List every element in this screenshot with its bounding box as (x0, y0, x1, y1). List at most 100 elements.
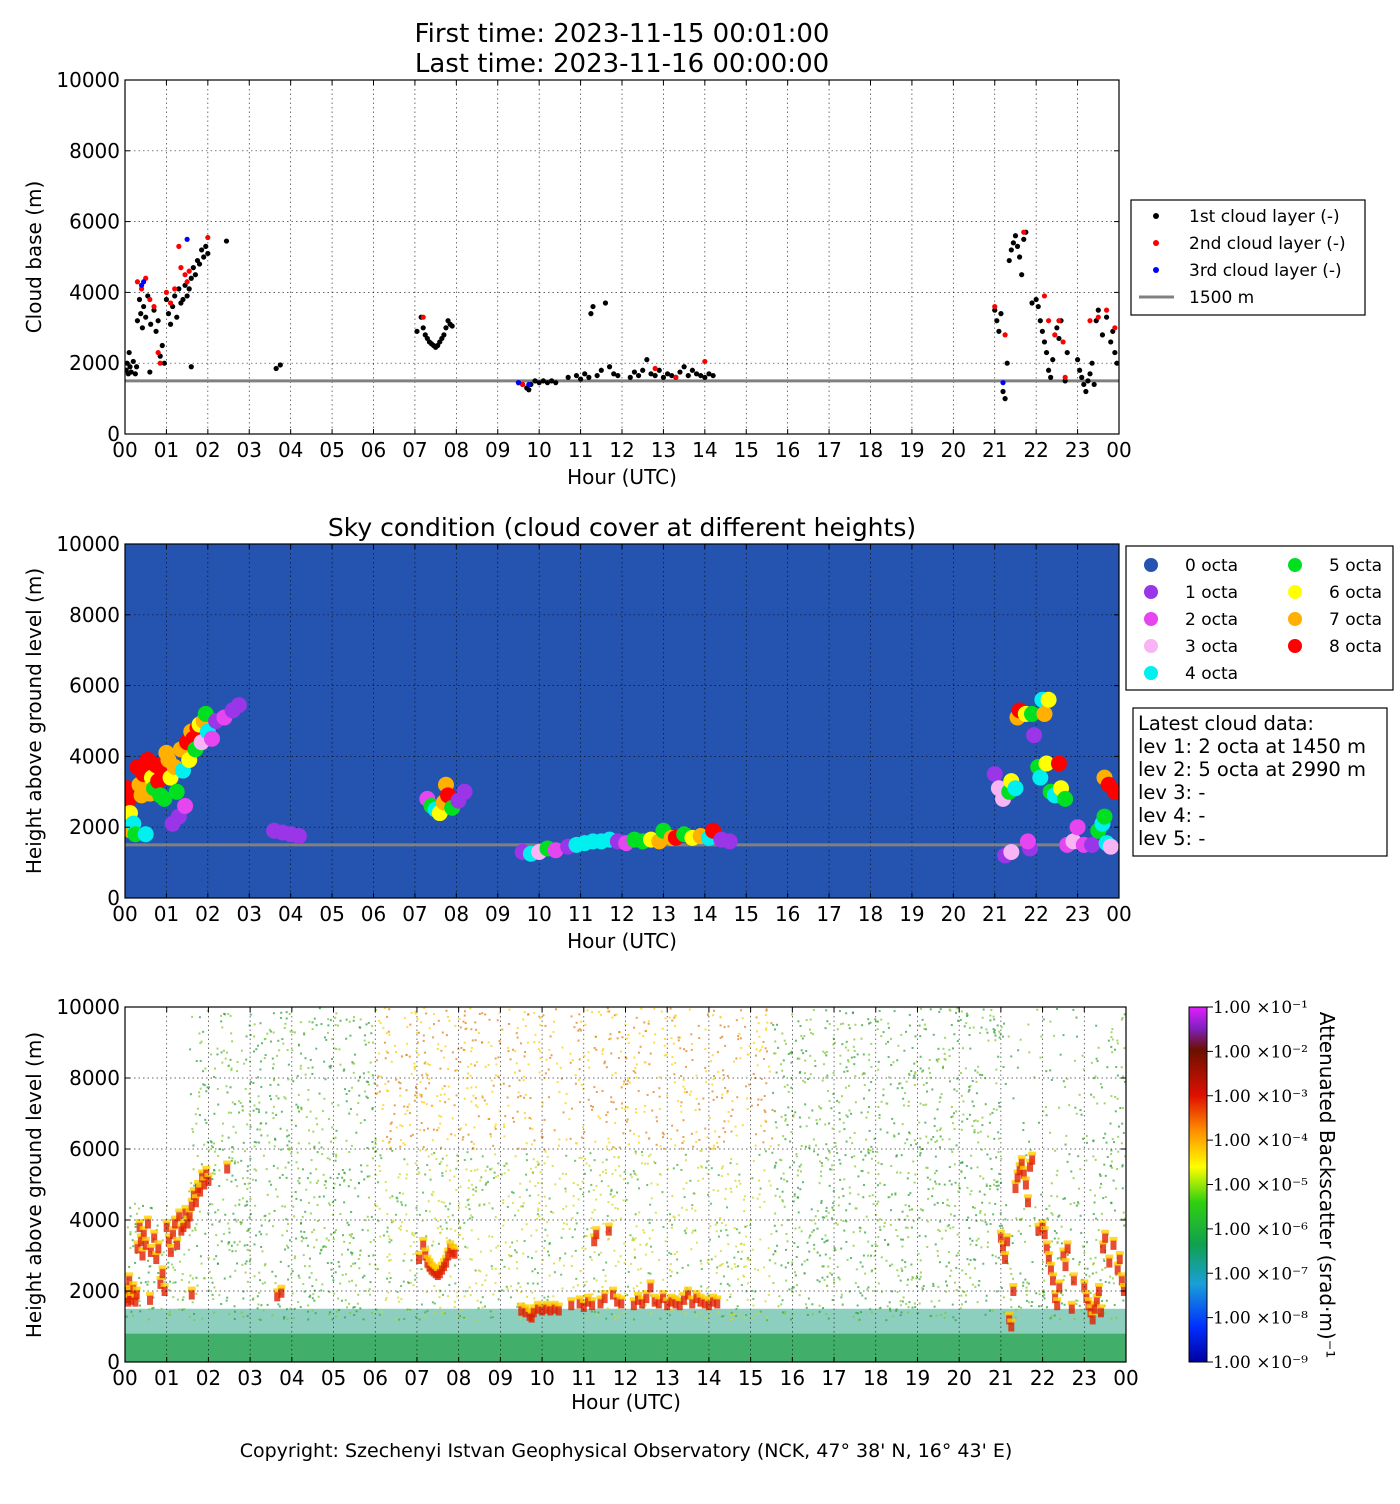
sky-condition-xtick: 01 (154, 902, 179, 926)
cloud-base-xtick: 12 (609, 438, 634, 462)
octa-legend-marker (1144, 585, 1158, 599)
cloud-layer-1-point (172, 293, 178, 299)
cloud-base-xtick: 05 (319, 438, 344, 462)
sky-cover-point (1003, 843, 1020, 860)
cloud-layer-2-point (176, 243, 182, 249)
cloud-layer-1-point (669, 372, 675, 379)
sky-condition-xtick: 12 (609, 902, 634, 926)
cloud-base-ylabel: Cloud base (m) (22, 181, 46, 334)
cloud-layer-1-point (1017, 254, 1023, 260)
cloud-layer-2-point (702, 358, 708, 365)
backscatter-xlabel: Hour (UTC) (571, 1390, 681, 1414)
cloud-layer-2-point (157, 360, 163, 366)
sky-condition-ytick: 4000 (69, 744, 120, 768)
cloud-layer-1-point (544, 380, 551, 386)
cloud-base-panel: 00 01 02 03 04 05 06 07 08 09 10 11 12 13 14 15 16 17 18 19… (22, 68, 1366, 489)
backscatter-xtick: 19 (905, 1366, 930, 1390)
cloud-layer-1-point (1081, 381, 1087, 388)
sky-condition-xtick: 18 (858, 902, 883, 926)
cloud-base-ytick: 0 (107, 422, 120, 446)
sky-condition-xtick: 00 (112, 902, 137, 926)
cloud-layer-1-point (615, 372, 621, 379)
backscatter-xtick: 08 (446, 1366, 471, 1390)
sky-condition-ytick: 10000 (56, 532, 120, 556)
cloud-layer-1-point (139, 325, 145, 331)
cloud-layer-2-point (178, 265, 184, 271)
first-time-title: First time: 2023-11-15 00:01:00 (415, 19, 830, 49)
sky-cover-point (203, 730, 220, 747)
cloud-layer-3-point (184, 236, 190, 242)
cloud-layer-1-point (582, 371, 588, 377)
octa-legend-marker (1288, 639, 1302, 653)
cloud-base-xtick: 17 (816, 438, 841, 462)
cloud-layer-2-point (673, 374, 679, 380)
cloud-layer-1-point (188, 275, 194, 281)
latest-cloud-title: Latest cloud data: (1138, 712, 1314, 735)
sky-cover-point (177, 797, 194, 814)
cloud-layer-1-point (133, 364, 140, 370)
cloud-layer-2-point (1095, 314, 1101, 320)
sky-condition-xtick: 16 (775, 902, 800, 926)
cloud-layer-1-point (190, 265, 196, 271)
cloud-layer-1-point (153, 328, 159, 334)
cloud-layer-2-point (1021, 229, 1027, 235)
cloud-layer-1-point (681, 364, 687, 370)
colorbar-tick-label: 1.00 ×10⁻⁴ (1213, 1131, 1308, 1151)
octa-legend-label: 2 octa (1185, 610, 1238, 630)
cloud-layer-1-point (1033, 296, 1039, 303)
cloud-layer-1-point (223, 238, 230, 244)
cloud-layer-1-point (159, 342, 165, 349)
cloud-base-xtick: 23 (1065, 438, 1090, 462)
colorbar-tick-label: 1.00 ×10⁻³ (1213, 1087, 1308, 1107)
cloud-layer-2-point (1103, 307, 1110, 313)
sky-cover-point (230, 697, 247, 714)
sky-cover-point (137, 826, 154, 843)
sky-condition-xtick: 17 (816, 902, 841, 926)
legend-marker-2nd (1153, 240, 1159, 246)
colorbar-tick-label: 1.00 ×10⁻⁵ (1213, 1176, 1308, 1196)
cloud-base-ytick: 2000 (69, 351, 120, 375)
colorbar-tick-label: 1.00 ×10⁻⁷ (1213, 1264, 1308, 1284)
cloud-layer-2-point (172, 286, 178, 292)
sky-condition-xtick: 14 (692, 902, 717, 926)
backscatter-xtick: 23 (1072, 1366, 1097, 1390)
cloud-base-xtick: 18 (858, 438, 883, 462)
sky-condition-xtick: 21 (982, 902, 1007, 926)
sky-cover-point (986, 766, 1003, 783)
cloud-layer-2-point (652, 365, 658, 372)
cloud-layer-1-point (203, 243, 209, 249)
sky-cover-point (1026, 727, 1043, 744)
cloud-layer-1-point (660, 374, 667, 380)
cloud-layer-1-point (710, 372, 716, 379)
cloud-layer-1-point (1103, 314, 1110, 320)
sky-cover-point (1102, 838, 1119, 855)
latest-cloud-lev5: lev 5: - (1138, 827, 1205, 850)
cloud-layer-1-point (1008, 247, 1014, 253)
cloud-layer-1-point (449, 323, 455, 329)
cloud-layer-1-point (1029, 300, 1035, 306)
cloud-layer-1-point (1048, 374, 1054, 380)
cloud-layer-3-point (141, 279, 147, 285)
octa-legend-label: 4 octa (1185, 664, 1238, 684)
backscatter-xtick: 22 (1030, 1366, 1055, 1390)
colorbar-tick-label: 1.00 ×10⁻² (1213, 1042, 1308, 1062)
backscatter-ytick: 0 (107, 1350, 120, 1374)
cloud-layer-2-point (1112, 325, 1118, 331)
backscatter-xtick: 16 (780, 1366, 805, 1390)
cloud-layer-1-point (540, 378, 546, 384)
cloud-layer-1-point (1077, 367, 1083, 373)
octa-legend-label: 7 octa (1329, 610, 1382, 630)
cloud-layer-1-point (627, 374, 633, 380)
cloud-base-xtick: 06 (361, 438, 386, 462)
cloud-layer-1-point (698, 372, 704, 379)
backscatter-xtick: 18 (863, 1366, 888, 1390)
cloud-layer-1-point (1064, 349, 1070, 356)
backscatter-xtick: 07 (404, 1366, 429, 1390)
octa-legend-label: 5 octa (1329, 556, 1382, 576)
cloud-base-xtick: 10 (526, 438, 551, 462)
cloud-layer-2-point (186, 268, 192, 274)
cloud-base-xtick: 16 (775, 438, 800, 462)
cloud-layer-1-point (664, 371, 671, 377)
sky-condition-panel: Sky condition (cloud cover at different … (22, 513, 1394, 953)
cloud-layer-1-point (1079, 374, 1085, 380)
